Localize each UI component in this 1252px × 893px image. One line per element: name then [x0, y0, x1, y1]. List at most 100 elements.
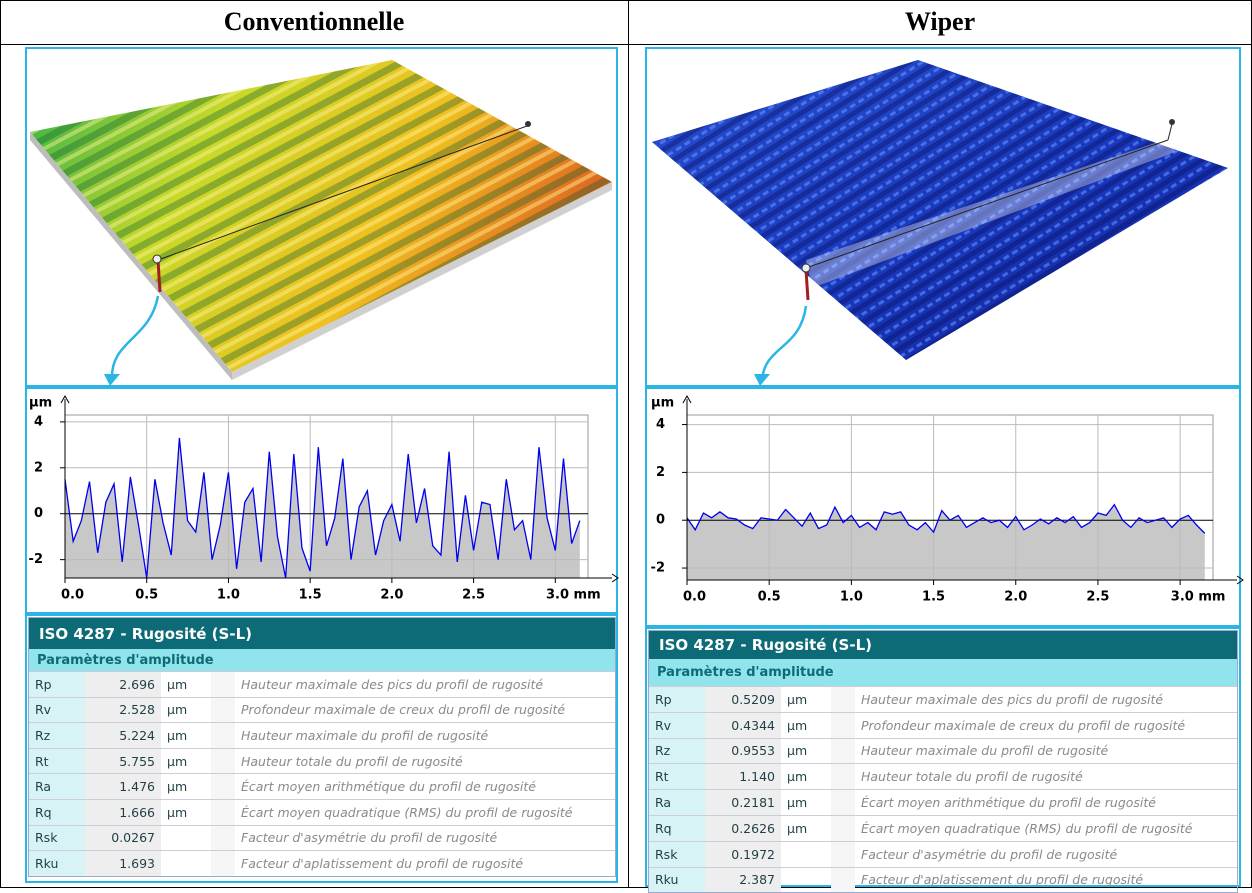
table-row: Rz 0.9553 µm Hauteur maximale du profil de …	[649, 737, 1237, 764]
value: 5.755	[85, 748, 161, 774]
table-row: Rt 1.140 µm Hauteur totale du profil de rug…	[649, 763, 1237, 790]
value: 1.666	[85, 799, 161, 825]
spacer	[831, 764, 855, 790]
y-tick-label: 2	[656, 465, 665, 480]
surface-left	[30, 60, 612, 386]
y-axis-arrow	[60, 394, 70, 404]
param: Rq	[29, 799, 85, 825]
x-tick-label: 1.5	[299, 588, 322, 603]
value: 0.1972	[705, 841, 781, 867]
unit: µm	[167, 804, 188, 820]
value: 0.4344	[705, 712, 781, 738]
line	[686, 503, 1206, 534]
value: 1.693	[85, 851, 161, 876]
x-tick-label: 3.0 mm	[1171, 590, 1226, 605]
description: Profondeur maximale de creux du profil d…	[241, 702, 566, 718]
value: 0.5209	[705, 687, 781, 712]
value: 2.696	[85, 672, 161, 697]
value: 2.387	[705, 867, 781, 893]
description: Hauteur maximale des pics du profil de r…	[241, 676, 544, 692]
spacer	[831, 712, 855, 738]
unit: µm	[167, 753, 188, 769]
table-section: Paramètres d'amplitude	[29, 649, 615, 671]
x-tick-label: 0.5	[758, 590, 781, 605]
column-title: Wiper	[905, 7, 975, 36]
y-tick-label: 0	[34, 506, 43, 521]
parameter-table: ISO 4287 - Rugosité (S-L) Paramètres d'am…	[648, 630, 1238, 893]
description: Hauteur maximale du profil de rugosité	[861, 743, 1109, 759]
x-tick-label: 0.0	[683, 590, 706, 605]
unit: µm	[167, 676, 188, 692]
table-row: Rku 1.693 Facteur d'aplatissement du profi…	[29, 850, 615, 876]
table-row: Rz 5.224 µm Hauteur maximale du profil de r…	[29, 722, 615, 748]
table-row: Rsk 0.1972 Facteur d'asymétrie du profil d…	[649, 840, 1237, 867]
parameter-table: ISO 4287 - Rugosité (S-L) Paramètres d'am…	[28, 617, 616, 877]
param: Rz	[649, 738, 705, 764]
description: Écart moyen quadratique (RMS) du profil …	[861, 820, 1193, 836]
unit	[161, 851, 211, 876]
table-section: Paramètres d'amplitude	[649, 659, 1237, 686]
param: Rp	[649, 687, 705, 712]
unit: µm	[787, 795, 808, 811]
x-tick-label: 2.0	[380, 588, 403, 603]
param: Rz	[29, 723, 85, 748]
param: Rp	[29, 672, 85, 697]
spacer	[211, 799, 235, 825]
spacer	[831, 841, 855, 867]
area	[687, 504, 1205, 580]
param: Rv	[649, 712, 705, 738]
param: Rt	[649, 764, 705, 790]
table-row: Rp 0.5209 µm Hauteur maximale des pics du p…	[649, 686, 1237, 712]
y-tick-label: 4	[656, 417, 665, 432]
param: Ra	[29, 774, 85, 799]
param: Rt	[29, 748, 85, 774]
spacer	[831, 867, 855, 893]
table-row: Ra 1.476 µm Écart moyen arithmétique du pro…	[29, 773, 615, 799]
unit: µm	[167, 727, 188, 743]
description: Hauteur maximale du profil de rugosité	[241, 727, 489, 743]
value: 0.2181	[705, 790, 781, 815]
x-tick-label: 1.0	[840, 590, 863, 605]
table-title: ISO 4287 - Rugosité (S-L)	[29, 618, 615, 649]
table-row: Rsk 0.0267 Facteur d'asymétrie du profil d…	[29, 824, 615, 851]
description: Hauteur totale du profil de rugosité	[861, 769, 1083, 785]
spacer	[211, 825, 235, 851]
x-tick-label: 1.5	[922, 590, 945, 605]
area	[65, 437, 580, 578]
line	[64, 437, 581, 579]
description: Facteur d'asymétrie du profil de rugosit…	[861, 846, 1118, 862]
table-row: Rt 5.755 µm Hauteur totale du profil de rug…	[29, 747, 615, 774]
table-row: Rq 1.666 µm Écart moyen quadratique (RMS) d…	[29, 798, 615, 825]
unit	[161, 826, 211, 851]
spacer	[211, 774, 235, 799]
table-row: Rp 2.696 µm Hauteur maximale des pics du pr…	[29, 671, 615, 697]
param: Rsk	[649, 841, 705, 867]
unit: µm	[787, 691, 808, 707]
value: 1.476	[85, 774, 161, 799]
column-title: Conventionnelle	[224, 7, 405, 36]
unit	[781, 868, 831, 893]
table-title: ISO 4287 - Rugosité (S-L)	[649, 631, 1237, 659]
param: Rsk	[29, 825, 85, 851]
description: Facteur d'asymétrie du profil de rugosit…	[241, 830, 498, 846]
table-row: Rv 2.528 µm Profondeur maximale de creux du…	[29, 696, 615, 723]
unit: µm	[787, 820, 808, 836]
panel-frames	[25, 47, 1241, 887]
unit	[781, 842, 831, 867]
description: Écart moyen arithmétique du profil de ru…	[241, 779, 537, 795]
table-row: Rq 0.2626 µm Écart moyen quadratique (RMS) …	[649, 814, 1237, 841]
description: Profondeur maximale de creux du profil d…	[861, 717, 1186, 733]
spacer	[211, 723, 235, 748]
value: 2.528	[85, 697, 161, 723]
value: 1.140	[705, 764, 781, 790]
table-row: Ra 0.2181 µm Écart moyen arithmétique du pr…	[649, 789, 1237, 815]
x-tick-label: 2.5	[462, 588, 485, 603]
table-row: Rv 0.4344 µm Profondeur maximale de creux d…	[649, 711, 1237, 738]
x-axis-arrow	[611, 573, 619, 583]
description: Facteur d'aplatissement du profil de rug…	[241, 855, 524, 871]
value: 0.0267	[85, 825, 161, 851]
description: Hauteur maximale des pics du profil de r…	[861, 691, 1164, 707]
y-axis-label: µm	[651, 396, 674, 411]
